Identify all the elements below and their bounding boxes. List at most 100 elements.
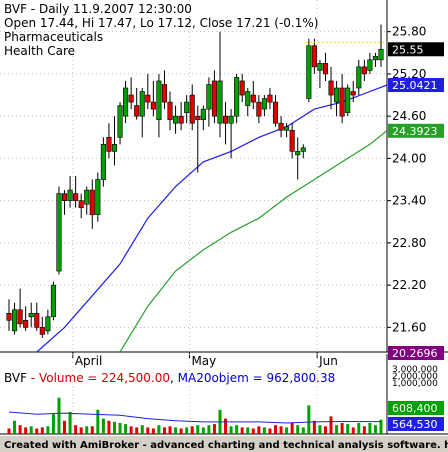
volume-ma-line bbox=[8, 411, 381, 424]
bottom-value-badge-bg bbox=[388, 346, 444, 360]
volume-ma-path bbox=[8, 411, 381, 424]
volume-bar bbox=[185, 427, 189, 434]
candle-body bbox=[189, 94, 195, 124]
candle-body bbox=[217, 80, 223, 124]
candle-body bbox=[345, 87, 351, 113]
price-tick-label: 22.80 bbox=[392, 236, 426, 250]
volume-bar bbox=[201, 427, 205, 434]
volume-bar bbox=[124, 424, 128, 434]
candle-body bbox=[295, 151, 301, 156]
candle-body bbox=[306, 45, 312, 99]
volume-bar bbox=[268, 428, 272, 434]
price-tick-label: 25.80 bbox=[392, 25, 426, 39]
volume-bar bbox=[340, 423, 344, 434]
candle-body bbox=[12, 309, 18, 332]
price-tick-label: 21.60 bbox=[392, 320, 426, 334]
volume-bar bbox=[107, 420, 111, 434]
candle-body bbox=[78, 200, 84, 208]
volume-bar bbox=[129, 426, 133, 434]
volume-bar bbox=[312, 420, 316, 434]
volume-bar bbox=[68, 412, 72, 434]
volume-bar bbox=[368, 423, 372, 434]
candle-body bbox=[361, 66, 367, 75]
ma-long-badge-bg bbox=[388, 123, 444, 138]
candle-body bbox=[145, 94, 151, 103]
volume-bar bbox=[196, 425, 200, 434]
volume-bar bbox=[96, 409, 100, 434]
volume-bar bbox=[13, 420, 17, 434]
footer-credit: Created with AmiBroker - advanced charti… bbox=[4, 440, 448, 451]
candle-body bbox=[28, 312, 34, 318]
ma-long-badge: 24.3923 bbox=[392, 125, 438, 138]
volume-bar bbox=[101, 418, 105, 434]
volume-bar bbox=[362, 426, 366, 434]
volume-bar bbox=[301, 427, 305, 434]
volume-ma-badge: 564,530 bbox=[392, 418, 438, 431]
candle-body bbox=[195, 115, 201, 120]
candle-body bbox=[317, 63, 323, 71]
month-label: May bbox=[191, 354, 216, 368]
candle-body bbox=[150, 101, 156, 110]
volume-bar bbox=[212, 424, 216, 434]
volume-bar bbox=[346, 424, 350, 434]
candle-body bbox=[117, 105, 123, 138]
volume-bar bbox=[179, 428, 183, 434]
volume-bar bbox=[285, 427, 289, 434]
candle-body bbox=[272, 101, 279, 124]
volume-bar bbox=[257, 426, 261, 434]
candle-body bbox=[34, 312, 40, 328]
month-label: April bbox=[75, 354, 102, 368]
ma-short-badge-bg bbox=[388, 78, 444, 93]
price-axis: 21.60 22.20 22.80 23.40 24.00 24.60 25.20 25.80… bbox=[387, 25, 444, 360]
candle-body bbox=[311, 45, 317, 68]
volume-bar bbox=[323, 426, 327, 434]
candle-body bbox=[284, 126, 290, 131]
candle-body bbox=[50, 284, 56, 318]
volume-bar bbox=[162, 427, 166, 434]
volume-bar bbox=[140, 425, 144, 434]
ma-short-badge: 25.0421 bbox=[392, 79, 438, 92]
volume-bar bbox=[357, 423, 361, 434]
volume-bar bbox=[74, 425, 78, 434]
volume-bar bbox=[46, 426, 50, 434]
chart-title: BVF - Daily 11.9.2007 12:30:00 bbox=[4, 2, 192, 16]
candle-body bbox=[267, 94, 273, 103]
volume-tick-label: 1,000,000 bbox=[392, 379, 438, 389]
volume-bar bbox=[373, 425, 377, 434]
candle-body bbox=[111, 144, 118, 152]
candle-body bbox=[211, 80, 217, 117]
candle-body bbox=[334, 87, 340, 103]
bottom-value-badge: 20.2696 bbox=[392, 347, 438, 360]
ma-long-line bbox=[119, 130, 387, 353]
volume-bar bbox=[135, 427, 139, 434]
candle-body bbox=[100, 144, 106, 180]
candle-body bbox=[250, 94, 256, 103]
volume-bar bbox=[24, 427, 28, 434]
candle-body bbox=[261, 98, 267, 110]
candle-body bbox=[234, 77, 240, 117]
volume-badge-bg bbox=[388, 401, 444, 415]
volume-bar bbox=[379, 419, 383, 434]
volume-bar bbox=[40, 427, 44, 434]
candle-body bbox=[206, 84, 212, 110]
volume-bar bbox=[18, 425, 22, 434]
volume-bar bbox=[246, 427, 250, 434]
candle-body bbox=[350, 91, 356, 96]
candle-body bbox=[339, 87, 345, 117]
candle-body bbox=[167, 101, 173, 120]
volume-bar bbox=[235, 425, 239, 434]
month-label: Jun bbox=[318, 354, 338, 368]
candle-body bbox=[300, 147, 306, 152]
volume-bar bbox=[296, 425, 300, 434]
candle-body bbox=[123, 87, 129, 117]
volume-bar bbox=[118, 423, 122, 434]
volume-bar bbox=[251, 428, 255, 434]
volume-bar bbox=[318, 425, 322, 434]
price-tick-label: 23.40 bbox=[392, 194, 426, 208]
volume-badge: 608,400 bbox=[392, 402, 438, 415]
volume-bar bbox=[307, 405, 311, 434]
volume-bar bbox=[190, 426, 194, 434]
